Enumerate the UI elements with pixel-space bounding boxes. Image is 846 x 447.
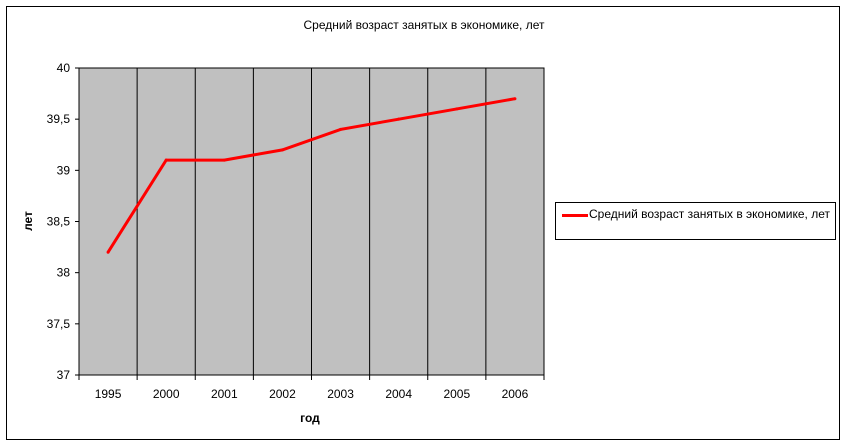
x-tick-label: 2000: [153, 387, 180, 401]
data-point: [339, 127, 343, 131]
x-tick-label: 1995: [95, 387, 122, 401]
x-tick-label: 2002: [269, 387, 296, 401]
legend-swatch: [562, 214, 588, 217]
legend: Средний возраст занятых в экономике, лет: [555, 202, 836, 240]
x-tick-label: 2005: [443, 387, 470, 401]
y-tick-label: 39,5: [47, 112, 71, 126]
y-tick-label: 39: [57, 163, 71, 177]
x-tick-label: 2001: [211, 387, 238, 401]
data-point: [280, 148, 284, 152]
data-point: [455, 107, 459, 111]
y-axis-label: лет: [21, 211, 35, 231]
x-tick-label: 2006: [502, 387, 529, 401]
data-point: [106, 250, 110, 254]
data-point: [222, 158, 226, 162]
data-point: [397, 117, 401, 121]
series-group: [106, 97, 517, 254]
chart-title: Средний возраст занятых в экономике, лет: [304, 18, 545, 32]
y-tick-label: 40: [57, 61, 71, 75]
x-axis: 1995 2000 2001 2002 2003 2004 2005 2006: [78, 375, 545, 401]
x-tick-label: 2003: [327, 387, 354, 401]
y-tick-label: 37,5: [47, 317, 71, 331]
x-axis-label: год: [300, 411, 320, 425]
y-tick-label: 38,5: [47, 215, 71, 229]
y-axis: 37 37,5 38 38,5 39 39,5 40: [47, 61, 79, 382]
series-line: [106, 97, 516, 254]
data-point: [513, 97, 517, 101]
legend-label: Средний возраст занятых в экономике, лет: [589, 207, 830, 221]
x-tick-label: 2004: [385, 387, 412, 401]
y-tick-label: 37: [57, 368, 71, 382]
data-point: [164, 158, 168, 162]
grid-lines: [136, 68, 487, 375]
y-tick-label: 38: [57, 266, 71, 280]
